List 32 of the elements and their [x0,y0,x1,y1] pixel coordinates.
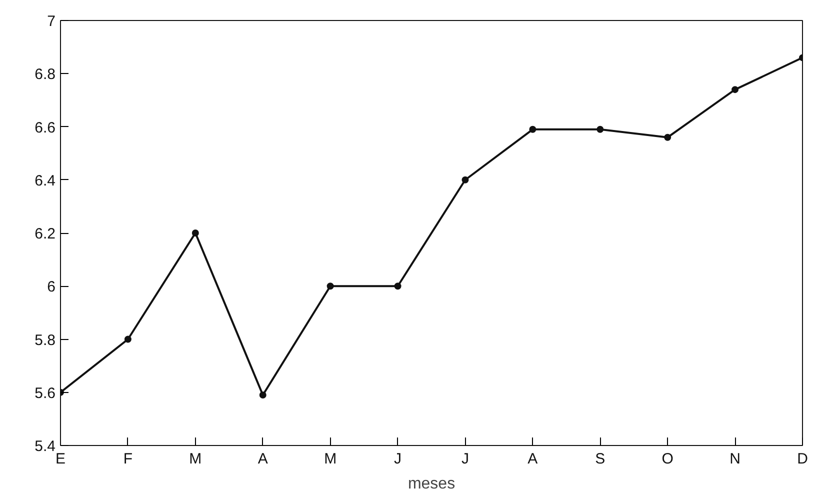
x-tick-label: D [797,450,808,468]
x-tick-label: J [394,450,402,468]
point [529,126,536,133]
y-tick-label: 6 [47,278,56,296]
x-axis-title: meses [408,476,456,492]
point [732,86,739,94]
y-tick-label: 5.6 [34,384,56,402]
point [462,176,469,184]
y-tick-label: 5.8 [34,332,56,349]
point [259,392,266,399]
point [664,134,672,141]
x-tick-label: O [662,450,674,468]
point [124,336,132,343]
y-tick-label: 6.8 [34,66,56,84]
x-tick-label: S [595,450,606,468]
y-tick-label: 6.2 [34,226,56,242]
x-tick-label: M [324,450,337,468]
point [596,126,604,133]
x-tick-label: E [56,450,66,468]
y-tick-label: 6.4 [34,172,56,190]
x-tick-label: F [123,450,133,468]
x-tick-label: N [730,450,740,468]
x-tick-label: M [189,450,202,468]
x-tick-label: J [461,450,469,468]
point [326,282,334,290]
point [394,282,402,290]
x-tick-label: A [258,450,268,468]
x-tick-label: A [528,450,538,468]
y-tick-label: 7 [47,13,56,30]
y-tick-label: 5.4 [34,438,56,455]
y-tick-label: 6.6 [34,119,56,136]
point [192,230,199,236]
